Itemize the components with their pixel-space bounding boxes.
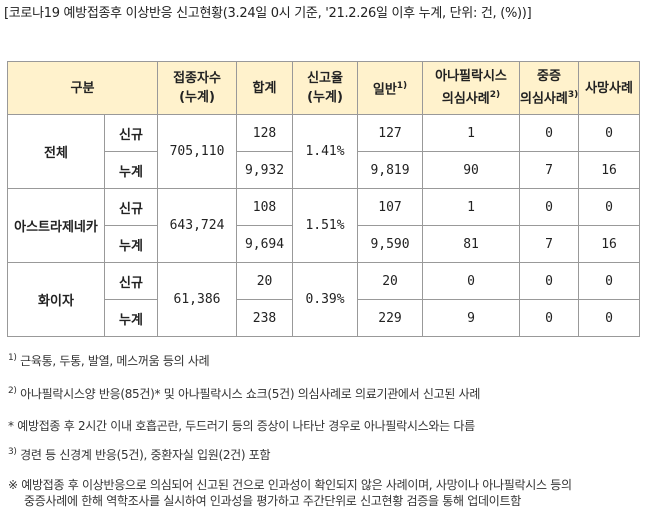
- death-cell: 16: [578, 151, 641, 189]
- severe-cell: 0: [519, 188, 580, 226]
- table-row: 누계 238 229 9 0 0: [8, 299, 641, 337]
- group-name: 화이자: [7, 262, 105, 337]
- death-cell: 16: [578, 225, 641, 263]
- anaphylaxis-cell: 81: [422, 225, 521, 263]
- total-cell: 9,932: [236, 151, 294, 189]
- total-cell: 9,694: [236, 225, 294, 263]
- group-name: 전체: [7, 114, 105, 189]
- table-row: 화이자 신규 61,386 20 0.39% 20 0 0 0: [7, 262, 641, 337]
- adverse-reaction-table: 구분 접종자수 (누계) 합계 신고율 (누계) 일반1) 아나필락시스 의심사례2)…: [6, 61, 641, 337]
- severe-cell: 0: [519, 262, 580, 300]
- vaccinated-count: 643,724: [157, 188, 238, 263]
- general-cell: 107: [357, 188, 424, 226]
- severe-cell: 0: [519, 114, 580, 152]
- header-total: 합계: [236, 61, 294, 115]
- footnote-3: 3) 경련 등 신경계 반응(5건), 중환자실 입원(2건) 포함: [8, 447, 271, 462]
- general-cell: 229: [357, 299, 424, 337]
- report-rate: 1.41%: [292, 114, 359, 189]
- header-vaccinated: 접종자수 (누계): [157, 61, 238, 115]
- row-subtype: 신규: [103, 262, 159, 300]
- header-row: 구분 접종자수 (누계) 합계 신고율 (누계) 일반1) 아나필락시스 의심사례2)…: [6, 61, 641, 115]
- report-rate: 1.51%: [292, 188, 359, 263]
- severe-cell: 7: [519, 225, 580, 263]
- total-cell: 108: [236, 188, 294, 226]
- anaphylaxis-cell: 90: [422, 151, 521, 189]
- death-cell: 0: [578, 114, 641, 152]
- footnote-2: 2) 아나필락시스양 반응(85건)* 및 아나필락시스 쇼크(5건) 의심사례…: [8, 386, 481, 401]
- table-row: 아스트라제네카 신규 643,724 108 1.51% 107 1 0 0: [7, 188, 641, 263]
- total-cell: 128: [236, 114, 294, 152]
- table-row: 누계 9,932 9,819 90 7 16: [8, 151, 641, 189]
- header-anaphylaxis: 아나필락시스 의심사례2): [422, 61, 521, 115]
- death-cell: 0: [578, 188, 641, 226]
- row-subtype: 누계: [103, 299, 159, 337]
- total-cell: 238: [236, 299, 294, 337]
- row-subtype: 신규: [103, 188, 159, 226]
- header-report-rate: 신고율 (누계): [292, 61, 359, 115]
- table-row: 전체 신규 705,110 128 1.41% 127 1 0 0: [7, 114, 641, 189]
- page-title: [코로나19 예방접종후 이상반응 신고현황(3.24일 0시 기준, '21.…: [4, 6, 532, 21]
- anaphylaxis-cell: 1: [422, 188, 521, 226]
- anaphylaxis-cell: 9: [422, 299, 521, 337]
- group-name: 아스트라제네카: [7, 188, 105, 263]
- general-cell: 9,590: [357, 225, 424, 263]
- death-cell: 0: [578, 262, 641, 300]
- general-cell: 20: [357, 262, 424, 300]
- general-cell: 9,819: [357, 151, 424, 189]
- reference-note-line-2: 중증사례에 한해 역학조사를 실시하여 인과성을 평가하고 주간단위로 신고현황…: [24, 494, 521, 508]
- reference-note-line-1: ※ 예방접종 후 이상반응으로 의심되어 신고된 건으로 인과성이 확인되지 않…: [8, 478, 572, 492]
- row-subtype: 누계: [103, 151, 159, 189]
- footnote-1: 1) 근육통, 두통, 발열, 메스꺼움 등의 사례: [8, 353, 210, 368]
- footnote-star: * 예방접종 후 2시간 이내 호흡곤란, 두드러기 등의 증상이 나타난 경우…: [8, 419, 475, 433]
- anaphylaxis-cell: 1: [422, 114, 521, 152]
- anaphylaxis-cell: 0: [422, 262, 521, 300]
- severe-cell: 7: [519, 151, 580, 189]
- death-cell: 0: [578, 299, 641, 337]
- header-death: 사망사례: [578, 61, 641, 115]
- vaccinated-count: 61,386: [157, 262, 238, 337]
- severe-cell: 0: [519, 299, 580, 337]
- table-row: 누계 9,694 9,590 81 7 16: [8, 225, 641, 263]
- row-subtype: 신규: [103, 114, 159, 152]
- header-severe: 중증 의심사례3): [519, 61, 580, 115]
- vaccinated-count: 705,110: [157, 114, 238, 189]
- header-category: 구분: [6, 61, 159, 115]
- header-general: 일반1): [357, 61, 424, 115]
- general-cell: 127: [357, 114, 424, 152]
- report-rate: 0.39%: [292, 262, 359, 337]
- total-cell: 20: [236, 262, 294, 300]
- row-subtype: 누계: [103, 225, 159, 263]
